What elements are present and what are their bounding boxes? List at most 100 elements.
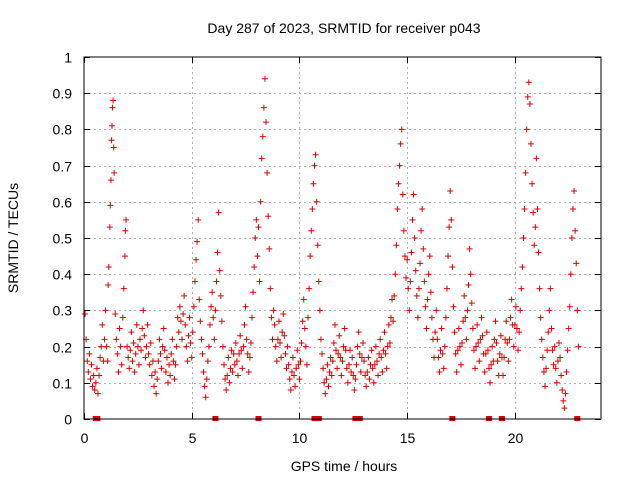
data-point [152,368,159,375]
data-point [453,368,460,375]
data-point [242,303,249,310]
data-point [573,260,580,267]
data-point [512,303,519,310]
data-point [231,361,238,368]
data-point [559,387,566,394]
data-point [575,343,582,350]
data-point [383,365,390,372]
data-point [226,379,233,386]
x-tick-label: 20 [508,430,524,446]
data-point [99,321,106,328]
data-point [154,376,161,383]
data-point [436,368,443,375]
data-point [464,307,471,314]
data-point [144,321,151,328]
data-point [212,307,219,314]
data-point [96,372,103,379]
data-point [410,191,417,198]
data-point [303,361,310,368]
data-point [522,169,529,176]
data-point [473,343,480,350]
data-point [186,314,193,321]
data-point [392,271,399,278]
data-point [123,216,130,223]
data-point [493,339,500,346]
data-point [289,354,296,361]
data-point [284,343,291,350]
data-point [413,292,420,299]
data-point [133,321,140,328]
data-point [160,325,167,332]
data-point [239,365,246,372]
data-point [175,329,182,336]
data-point [426,253,433,260]
data-point [177,318,184,325]
data-point [237,332,244,339]
data-point [377,336,384,343]
data-point [243,336,250,343]
data-point [119,314,126,321]
data-point [183,343,190,350]
data-point [297,358,304,365]
data-point [451,329,458,336]
data-point [300,296,307,303]
data-point [209,289,216,296]
data-point [526,101,533,108]
data-point [180,311,187,318]
data-point [131,368,138,375]
data-point [363,383,370,390]
data-point [518,285,525,292]
data-point [569,206,576,213]
data-point [299,318,306,325]
data-point [506,336,513,343]
data-point [470,347,477,354]
data-point [466,245,473,252]
data-point [382,350,389,357]
data-point [362,372,369,379]
data-point [280,311,287,318]
data-point [409,216,416,223]
data-point [125,354,132,361]
data-point [203,376,210,383]
data-point [315,278,322,285]
data-point [456,343,463,350]
data-point [199,350,206,357]
data-point [398,126,405,133]
data-point [114,350,121,357]
data-point [511,321,518,328]
data-point [221,361,228,368]
data-point [278,354,285,361]
data-point [532,224,539,231]
data-point [478,314,485,321]
data-point [172,361,179,368]
data-point [326,368,333,375]
data-point [265,213,272,220]
data-point [535,249,542,256]
y-tick-label: 0 [64,412,72,428]
data-point [355,329,362,336]
y-tick-label: 0.6 [53,195,73,211]
data-point [369,365,376,372]
data-point [508,296,515,303]
data-point [311,162,318,169]
data-point [433,307,440,314]
data-point [110,97,117,104]
data-point [142,354,149,361]
data-point [521,206,528,213]
data-point [463,336,470,343]
data-point [190,303,197,310]
data-point [91,387,98,394]
y-tick-label: 0.7 [53,159,73,175]
data-point [525,79,532,86]
data-point [420,245,427,252]
data-point [471,365,478,372]
data-point [322,390,329,397]
data-point [117,343,124,350]
y-axis-label: SRMTID / TECUs [5,183,21,293]
data-point [529,180,536,187]
data-point [330,339,337,346]
data-point [110,144,117,151]
data-point [503,318,510,325]
data-point [378,354,385,361]
data-point [147,339,154,346]
